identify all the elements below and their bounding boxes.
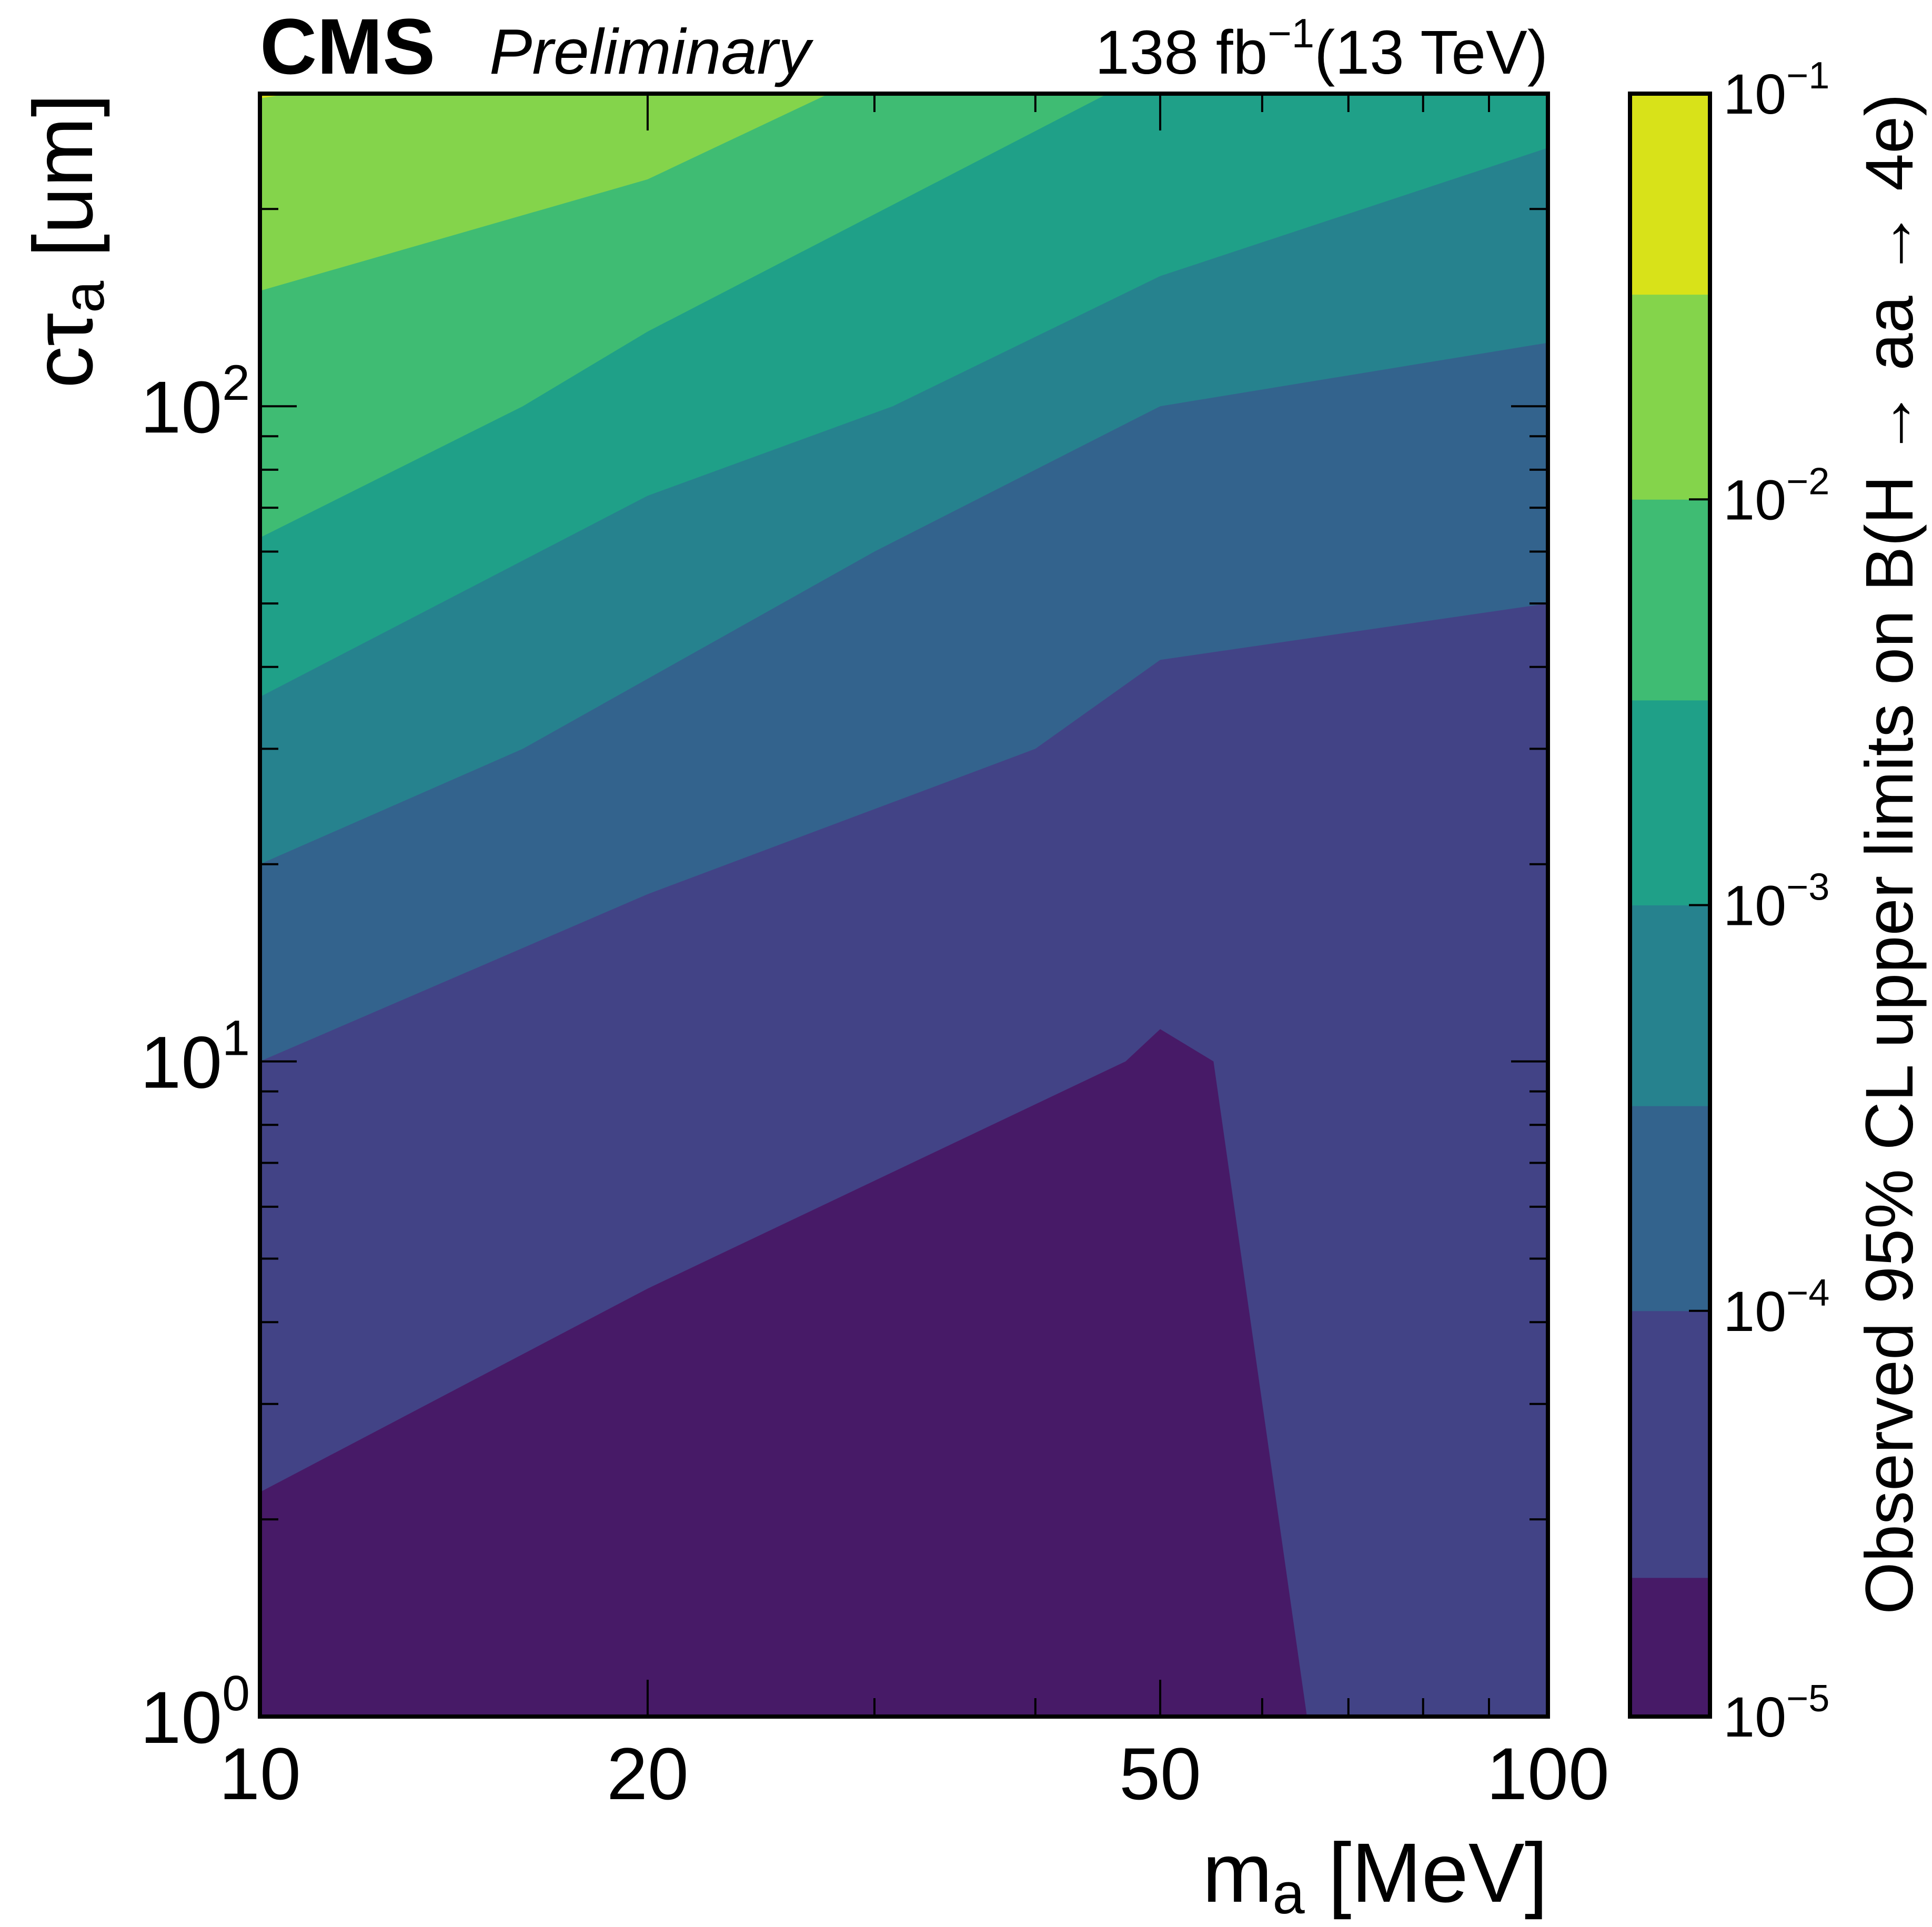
colorbar-tick-label: 10−2 bbox=[1723, 460, 1829, 531]
y-axis-title-subscript: a bbox=[52, 280, 116, 313]
colorbar-level-6 bbox=[1630, 499, 1710, 701]
colorbar-tick-label: 10−4 bbox=[1723, 1272, 1829, 1343]
colorbar-level-3 bbox=[1630, 1106, 1710, 1311]
y-tick-label: 101 bbox=[140, 1011, 250, 1104]
colorbar-level-7 bbox=[1630, 294, 1710, 500]
colorbar-title: Observed 95% CL upper limits on B(H → aa… bbox=[1852, 94, 1927, 1615]
colorbar-tick-label: 10−3 bbox=[1723, 866, 1829, 937]
luminosity-value: 138 fb bbox=[1095, 18, 1267, 87]
preliminary-label: Preliminary bbox=[489, 16, 814, 87]
energy-value: (13 TeV) bbox=[1314, 18, 1548, 87]
y-tick-label: 102 bbox=[140, 355, 250, 448]
x-tick-label: 50 bbox=[1119, 1732, 1201, 1815]
plot-frame bbox=[258, 92, 1550, 1719]
cms-label: CMS bbox=[260, 2, 435, 90]
x-tick-label: 10 bbox=[219, 1732, 301, 1815]
contour-band-7 bbox=[260, 94, 829, 291]
colorbar-level-2 bbox=[1630, 1310, 1710, 1578]
colorbar-level-1 bbox=[1630, 1577, 1710, 1717]
colorbar-level-4 bbox=[1630, 905, 1710, 1106]
colorbar-tick-label: 10−5 bbox=[1723, 1678, 1829, 1749]
colorbar-level-8 bbox=[1630, 94, 1710, 295]
luminosity-label: 138 fb−1(13 TeV) bbox=[1095, 10, 1548, 87]
x-tick-label: 100 bbox=[1486, 1732, 1609, 1815]
colorbar-tick-label: 10−1 bbox=[1723, 55, 1829, 126]
colorbar: 10−5 10−4 10−3 10−2 10−1 Observed 95% CL upp… bbox=[1628, 55, 1927, 1749]
x-tick-label: 20 bbox=[607, 1732, 689, 1815]
colorbar-level-5 bbox=[1630, 700, 1710, 905]
y-axis-title: cτa [um] bbox=[16, 94, 116, 388]
luminosity-exponent: −1 bbox=[1267, 10, 1314, 56]
x-axis-title: ma [MeV] bbox=[1202, 1825, 1548, 1926]
y-tick-label: 100 bbox=[140, 1666, 250, 1759]
plot-area: 10 20 50 100 100 101 102 bbox=[140, 92, 1609, 1815]
x-axis-title-subscript: a bbox=[1272, 1861, 1305, 1926]
